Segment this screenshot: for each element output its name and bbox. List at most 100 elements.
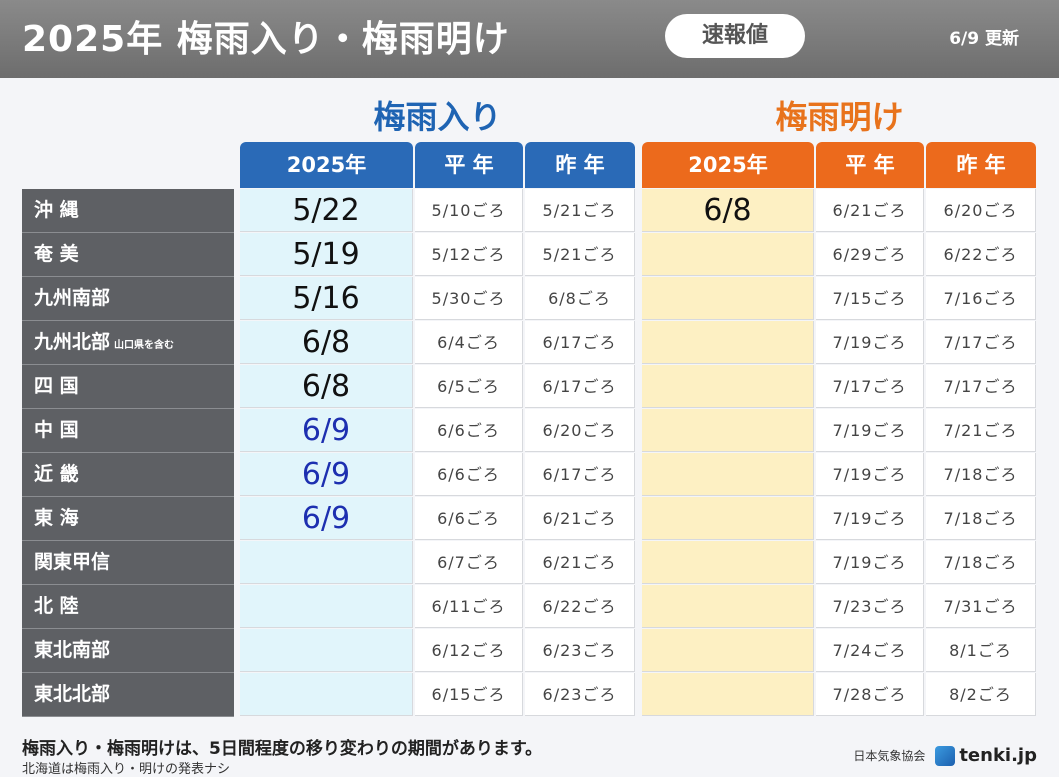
date-value: 6/21ごろ [832, 201, 907, 220]
region-label: 九州北部 山口県を含む [22, 321, 234, 365]
date-value: 5/12ごろ [431, 245, 506, 264]
date-value: 5/16 [292, 281, 360, 316]
date-value: 6/4ごろ [437, 333, 500, 352]
region-note: 山口県を含む [114, 340, 175, 351]
region-name: 沖 縄 [34, 199, 79, 221]
date-value: 6/8 [301, 325, 351, 360]
table-cell-out-normal: 6/29ごろ [816, 233, 924, 276]
table-cell-out-normal: 7/19ごろ [816, 497, 924, 540]
table-cell-in-2025: 6/9 [240, 497, 413, 540]
region-label: 関東甲信 [22, 541, 234, 585]
date-value: 6/22ごろ [943, 245, 1018, 264]
table-cell-out-last: 6/22ごろ [926, 233, 1036, 276]
date-value: 7/19ごろ [832, 333, 907, 352]
table-cell-out-last: 6/20ごろ [926, 189, 1036, 232]
column-header-in-normal: 平 年 [415, 142, 523, 188]
region-label: 東 海 [22, 497, 234, 541]
date-value: 7/21ごろ [943, 421, 1018, 440]
table-cell-out-2025 [642, 453, 814, 496]
region-name: 東 海 [34, 507, 79, 529]
date-value: 6/17ごろ [542, 333, 617, 352]
table-cell-in-last: 6/8ごろ [525, 277, 635, 320]
table-cell-out-normal: 7/19ごろ [816, 409, 924, 452]
date-value: 6/17ごろ [542, 377, 617, 396]
region-name: 近 畿 [34, 463, 79, 485]
table-cell-in-normal: 5/10ごろ [415, 189, 523, 232]
table-cell-out-2025 [642, 629, 814, 672]
date-value: 6/8 [301, 369, 351, 404]
table-cell-out-last: 7/18ごろ [926, 453, 1036, 496]
region-name: 九州南部 [34, 287, 111, 309]
table-cell-out-normal: 7/23ごろ [816, 585, 924, 628]
table-cell-in-normal: 6/6ごろ [415, 453, 523, 496]
table-cell-in-normal: 6/15ごろ [415, 673, 523, 716]
section-title-rainy-end: 梅雨明け [775, 98, 904, 136]
date-value: 7/18ごろ [943, 465, 1018, 484]
table-cell-out-normal: 7/17ごろ [816, 365, 924, 408]
date-value: 6/20ごろ [542, 421, 617, 440]
date-value: 7/16ごろ [943, 289, 1018, 308]
table-cell-in-2025: 5/22 [240, 189, 413, 232]
table-cell-out-2025 [642, 585, 814, 628]
date-value: 6/23ごろ [542, 641, 617, 660]
table-cell-in-2025 [240, 629, 413, 672]
date-value: 6/21ごろ [542, 553, 617, 572]
region-label: 北 陸 [22, 585, 234, 629]
column-header-out-normal: 平 年 [816, 142, 924, 188]
tenki-logo-icon [935, 745, 956, 766]
table-cell-in-normal: 6/6ごろ [415, 497, 523, 540]
region-name: 東北南部 [34, 639, 111, 661]
credit: 日本気象協会 tenki.jp [853, 745, 1037, 766]
date-value: 7/24ごろ [832, 641, 907, 660]
footnote-transition: 梅雨入り・梅雨明けは、5日間程度の移り変わりの期間があります。 [22, 739, 543, 759]
date-value: 6/29ごろ [832, 245, 907, 264]
credit-org: 日本気象協会 [853, 749, 926, 763]
date-value: 7/18ごろ [943, 553, 1018, 572]
table-cell-in-normal: 6/4ごろ [415, 321, 523, 364]
region-label: 東北南部 [22, 629, 234, 673]
table-cell-in-normal: 6/6ごろ [415, 409, 523, 452]
footnote-hokkaido: 北海道は梅雨入り・明けの発表ナシ [22, 762, 231, 777]
table-cell-out-normal: 7/15ごろ [816, 277, 924, 320]
table-cell-in-normal: 6/7ごろ [415, 541, 523, 584]
column-header-in-2025: 2025年 [240, 142, 413, 188]
table-cell-out-2025 [642, 321, 814, 364]
region-name: 関東甲信 [34, 551, 111, 573]
table-cell-in-2025: 6/9 [240, 409, 413, 452]
date-value: 7/17ごろ [943, 333, 1018, 352]
credit-site: tenki.jp [959, 745, 1037, 766]
date-value: 6/9 [301, 457, 351, 492]
region-labels: 沖 縄奄 美九州南部 九州北部 山口県を含む四 国中 国近 畿東 海関東甲信北 陸東… [22, 189, 234, 717]
region-name: 中 国 [34, 419, 79, 441]
date-value: 7/19ごろ [832, 421, 907, 440]
date-value: 6/11ごろ [431, 597, 506, 616]
region-name: 北 陸 [34, 595, 79, 617]
update-date: 6/9 更新 [949, 29, 1019, 49]
date-value: 7/28ごろ [832, 685, 907, 704]
date-value: 6/6ごろ [437, 421, 500, 440]
region-label: 中 国 [22, 409, 234, 453]
date-value: 7/19ごろ [832, 465, 907, 484]
table-cell-out-normal: 7/24ごろ [816, 629, 924, 672]
table-cell-in-2025: 6/9 [240, 453, 413, 496]
table-cell-in-last: 6/21ごろ [525, 541, 635, 584]
table-cell-out-normal: 6/21ごろ [816, 189, 924, 232]
header-bar: 2025年 梅雨入り・梅雨明け 速報値 6/9 更新 [0, 0, 1059, 78]
table-cell-out-normal: 7/19ごろ [816, 453, 924, 496]
date-value: 5/22 [292, 193, 360, 228]
tenki-logo: tenki.jp [935, 745, 1037, 766]
date-value: 6/8ごろ [548, 289, 611, 308]
date-value: 6/9 [301, 413, 351, 448]
table-cell-in-2025: 6/8 [240, 365, 413, 408]
date-value: 6/6ごろ [437, 465, 500, 484]
date-value: 7/31ごろ [943, 597, 1018, 616]
section-title-rainy-start: 梅雨入り [373, 98, 502, 136]
status-badge: 速報値 [665, 14, 805, 58]
region-name: 東北北部 [34, 683, 111, 705]
date-value: 6/23ごろ [542, 685, 617, 704]
table-cell-in-2025: 5/19 [240, 233, 413, 276]
column-header-in-last: 昨 年 [525, 142, 635, 188]
region-label: 奄 美 [22, 233, 234, 277]
column-header-out-last: 昨 年 [926, 142, 1036, 188]
table-cell-in-2025 [240, 673, 413, 716]
